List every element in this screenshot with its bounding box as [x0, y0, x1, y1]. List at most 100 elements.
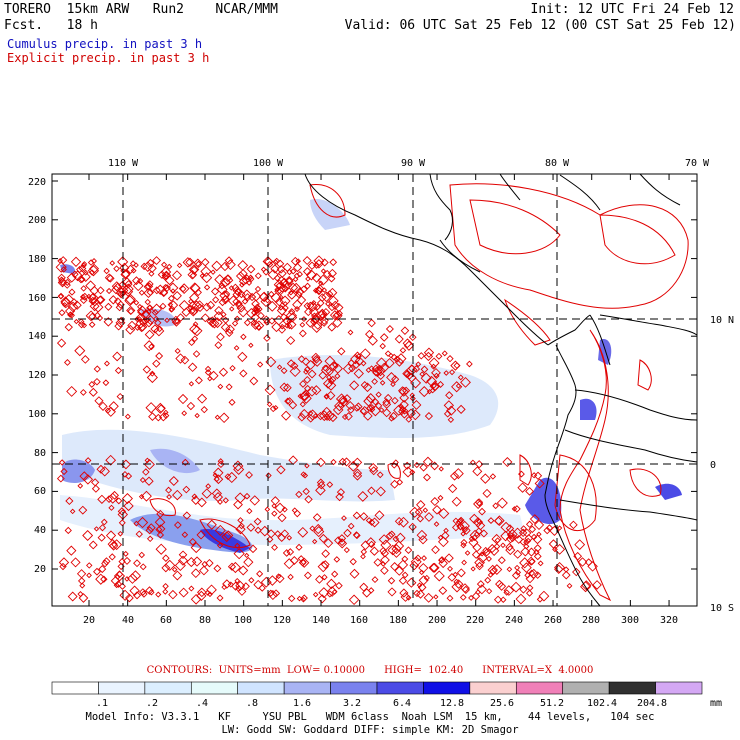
precip-cell	[349, 568, 360, 579]
precip-cell	[137, 308, 146, 317]
precip-cell	[243, 557, 254, 568]
precip-cell	[433, 372, 440, 379]
precip-cell	[354, 402, 363, 411]
precip-cell	[89, 301, 100, 312]
precip-cell	[418, 569, 425, 576]
precip-cell	[108, 295, 118, 305]
precip-cell	[302, 487, 310, 496]
precip-cell	[136, 277, 144, 285]
precip-cell	[172, 291, 182, 301]
precip-cell	[328, 295, 339, 307]
precip-cell	[312, 413, 319, 419]
precip-cell	[56, 474, 65, 483]
precip-cell	[145, 526, 154, 535]
precip-cell	[180, 355, 190, 365]
precip-cell	[313, 523, 324, 535]
precip-cell	[406, 577, 417, 588]
precip-cell	[190, 542, 202, 554]
cumulus-precip-shading	[60, 199, 682, 553]
precip-cell	[240, 333, 247, 341]
precip-cell	[295, 258, 302, 264]
precip-cell	[151, 303, 163, 315]
precip-cell	[93, 365, 101, 373]
colorbar-swatch	[469, 681, 517, 695]
precip-cell	[165, 486, 173, 494]
x-tick-label: 260	[544, 615, 562, 626]
precip-cell	[536, 531, 542, 537]
precip-cell	[176, 262, 183, 269]
precip-cell	[181, 531, 189, 538]
precip-cell	[205, 558, 214, 568]
precip-cell	[311, 299, 317, 306]
precip-cell	[239, 282, 245, 288]
precip-cell	[187, 269, 198, 280]
colorbar-swatch	[283, 681, 331, 695]
precip-cell	[225, 383, 233, 391]
precip-cell	[464, 550, 471, 556]
precip-cell	[216, 594, 224, 602]
precip-cell	[136, 303, 143, 310]
precip-cell	[266, 535, 274, 543]
precip-cell	[228, 285, 235, 291]
precip-cell	[475, 520, 486, 531]
precip-cell	[302, 255, 312, 266]
precip-cell	[80, 271, 91, 282]
precip-cell	[266, 300, 278, 312]
precip-cell	[118, 582, 126, 590]
precip-cell	[408, 364, 416, 373]
precip-cell	[164, 275, 175, 286]
precip-cell	[174, 559, 186, 572]
precip-cell	[282, 316, 291, 326]
precip-cell	[327, 322, 337, 332]
precip-cell	[78, 593, 89, 603]
precip-cell	[138, 289, 145, 296]
precip-cell	[494, 515, 505, 526]
precip-cell	[290, 361, 299, 371]
precip-cell	[447, 573, 457, 582]
precip-cell	[326, 590, 334, 598]
precip-cell	[401, 571, 409, 579]
precip-cell	[189, 272, 197, 280]
precip-cell	[286, 319, 297, 330]
precip-cell	[373, 558, 383, 567]
precip-cell	[248, 275, 255, 283]
precip-cell	[155, 543, 167, 555]
precip-cell	[365, 329, 374, 339]
precip-cell	[161, 563, 171, 573]
precip-cell	[491, 564, 503, 575]
precip-cell	[533, 519, 545, 531]
precip-cell	[122, 556, 132, 565]
precip-cell	[276, 465, 286, 475]
precip-cell	[503, 589, 510, 596]
precip-cell	[316, 299, 325, 307]
precip-cell	[77, 591, 84, 598]
precip-cell	[138, 493, 145, 500]
precip-cell	[70, 256, 82, 267]
precip-cell	[260, 576, 272, 588]
precip-cell	[109, 260, 116, 266]
precip-cell	[88, 381, 96, 388]
precip-cell	[96, 464, 106, 474]
precip-cell	[298, 329, 307, 338]
precip-cell	[457, 516, 465, 524]
precip-cell	[426, 388, 433, 395]
precip-cell	[523, 539, 530, 546]
precip-cell	[326, 390, 336, 401]
precip-cell	[517, 482, 528, 493]
precip-cell	[394, 334, 404, 344]
precip-cell	[485, 555, 492, 562]
precip-cell	[199, 565, 209, 576]
precip-cell	[348, 594, 360, 606]
precip-cell	[65, 496, 74, 506]
precip-cell	[360, 548, 368, 556]
precip-cell	[577, 557, 588, 567]
precip-cell	[305, 269, 317, 281]
y-tick-label: 180	[28, 254, 46, 265]
precip-cell	[451, 523, 460, 532]
precip-cell	[318, 533, 328, 543]
precip-cell	[321, 549, 330, 558]
precip-cell	[146, 371, 158, 384]
precip-cell	[146, 304, 153, 311]
contours-info: CONTOURS: UNITS=mm LOW= 0.10000 HIGH= 10…	[146, 665, 594, 676]
precip-cell	[426, 375, 438, 387]
